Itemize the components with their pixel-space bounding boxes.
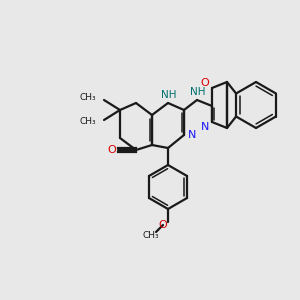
Text: O: O: [108, 145, 116, 155]
Text: CH₃: CH₃: [80, 118, 96, 127]
Text: N: N: [188, 130, 196, 140]
Text: CH₃: CH₃: [143, 230, 159, 239]
Text: O: O: [201, 78, 209, 88]
Text: N: N: [201, 122, 209, 132]
Text: O: O: [159, 220, 167, 230]
Text: NH: NH: [161, 90, 177, 100]
Text: NH: NH: [190, 87, 206, 97]
Text: CH₃: CH₃: [80, 94, 96, 103]
